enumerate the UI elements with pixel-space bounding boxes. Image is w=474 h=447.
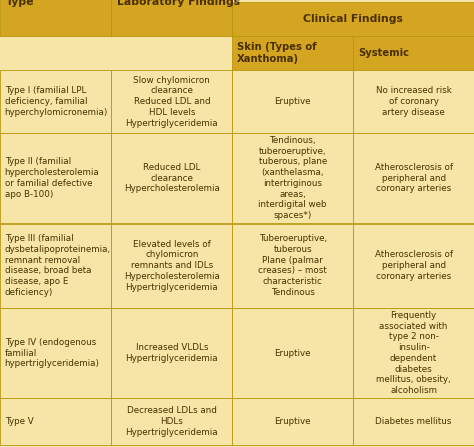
Bar (111, 133, 232, 224)
Text: No increased risk
of coronary
artery disease: No increased risk of coronary artery dis… (376, 86, 451, 117)
Text: Type II (familial
hypercholesterolemia
or familial defective
apo B-100): Type II (familial hypercholesterolemia o… (5, 157, 100, 199)
Bar (353, 224, 474, 308)
Text: Slow chylomicron
clearance
Reduced LDL and
HDL levels
Hypertriglyceridemia: Slow chylomicron clearance Reduced LDL a… (126, 76, 218, 127)
Bar (0, 70, 111, 133)
Bar (353, 398, 474, 445)
Text: Tendinous,
tuberoeruptive,
tuberous, plane
(xanthelasma,
intertriginous
areas,
i: Tendinous, tuberoeruptive, tuberous, pla… (258, 136, 327, 220)
Text: Type V: Type V (5, 417, 34, 426)
Bar (0, 133, 111, 224)
Text: Eruptive: Eruptive (274, 417, 311, 426)
Bar (0, 398, 111, 445)
Bar (0, 224, 111, 308)
Bar (111, 0, 232, 36)
Bar (0, 308, 111, 398)
Bar (232, 224, 353, 308)
Bar (353, 70, 474, 133)
Bar (111, 70, 232, 133)
Text: Atherosclerosis of
peripheral and
coronary arteries: Atherosclerosis of peripheral and corona… (374, 163, 453, 194)
Text: Eruptive: Eruptive (274, 97, 311, 106)
Text: Tuberoeruptive,
tuberous
Plane (palmar
creases) – most
characteristic
Tendinous: Tuberoeruptive, tuberous Plane (palmar c… (258, 234, 327, 297)
Bar (111, 398, 232, 445)
Bar (232, 398, 353, 445)
Text: Increased VLDLs
Hypertriglyceridemia: Increased VLDLs Hypertriglyceridemia (126, 343, 218, 363)
Text: Decreased LDLs and
HDLs
Hypertriglyceridemia: Decreased LDLs and HDLs Hypertriglycerid… (126, 406, 218, 437)
Bar (232, 70, 353, 133)
Text: Clinical Findings: Clinical Findings (303, 14, 403, 24)
Bar (232, 133, 353, 224)
Bar (111, 224, 232, 308)
Bar (111, 308, 232, 398)
Bar (232, 2, 474, 36)
Text: Skin (Types of
Xanthoma): Skin (Types of Xanthoma) (237, 42, 317, 64)
Text: Type IV (endogenous
familial
hypertriglyceridemia): Type IV (endogenous familial hypertrigly… (5, 338, 100, 368)
Bar (232, 308, 353, 398)
Text: Atherosclerosis of
peripheral and
coronary arteries: Atherosclerosis of peripheral and corona… (374, 250, 453, 281)
Bar (353, 133, 474, 224)
Bar (353, 308, 474, 398)
Text: Diabetes mellitus: Diabetes mellitus (375, 417, 452, 426)
Text: Type III (familial
dysbetalipoproteinemia,
remnant removal
disease, broad beta
d: Type III (familial dysbetalipoproteinemi… (5, 234, 111, 297)
Text: Type: Type (6, 0, 34, 7)
Text: Systemic: Systemic (358, 48, 409, 58)
Text: Laboratory Findings: Laboratory Findings (117, 0, 240, 7)
Text: Frequently
associated with
type 2 non-
insulin-
dependent
diabetes
mellitus, obe: Frequently associated with type 2 non- i… (376, 311, 451, 395)
Bar (353, 36, 474, 70)
Bar (0, 0, 111, 36)
Text: Eruptive: Eruptive (274, 349, 311, 358)
Bar (232, 36, 353, 70)
Text: Type I (familial LPL
deficiency, familial
hyperchylomicronemia): Type I (familial LPL deficiency, familia… (5, 86, 108, 117)
Text: Elevated levels of
chylomicron
remnants and IDLs
Hypercholesterolemia
Hypertrigl: Elevated levels of chylomicron remnants … (124, 240, 220, 291)
Text: Reduced LDL
clearance
Hypercholesterolemia: Reduced LDL clearance Hypercholesterolem… (124, 163, 220, 194)
